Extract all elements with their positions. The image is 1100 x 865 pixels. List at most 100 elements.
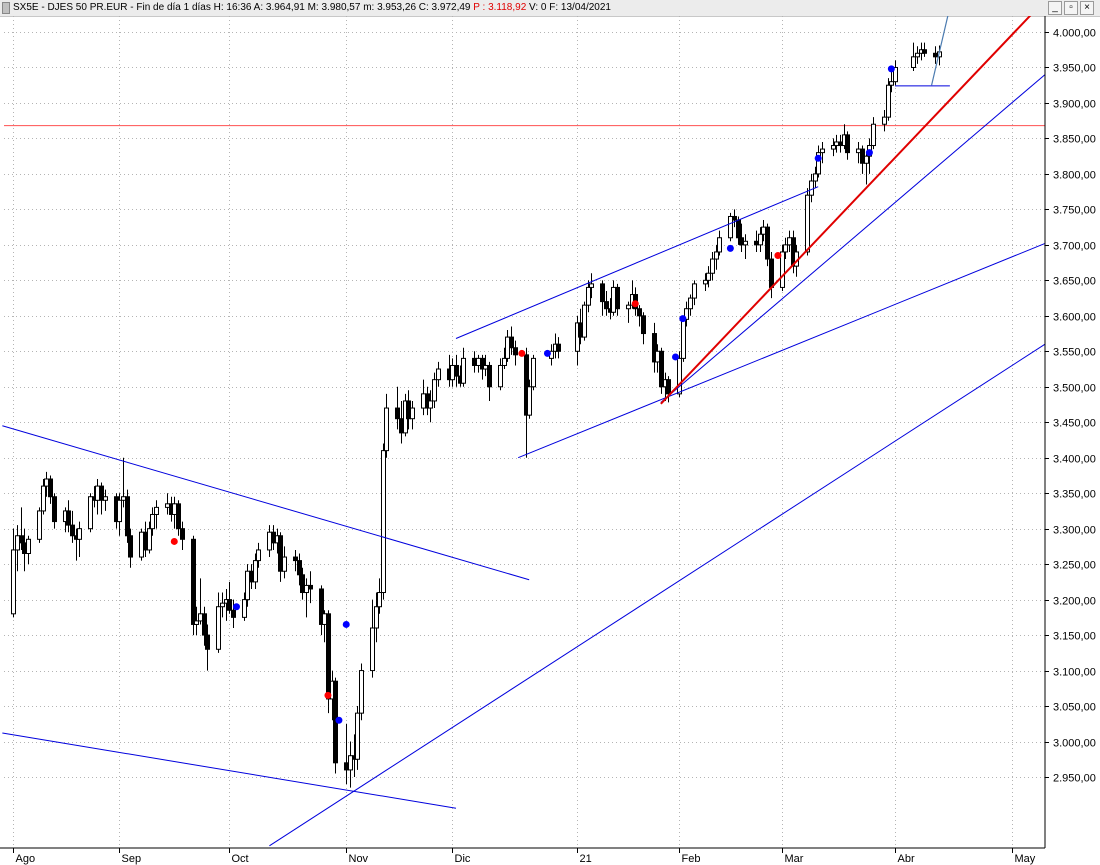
candle-down <box>754 240 759 246</box>
close-button[interactable]: × <box>1080 1 1094 15</box>
candle-up <box>856 148 861 154</box>
candle-down <box>604 301 609 310</box>
buy-signal-dot <box>814 154 822 162</box>
candle-down <box>231 609 236 618</box>
minimize-button[interactable]: _ <box>1048 1 1062 15</box>
y-tick-label: 3.700,00 <box>1053 241 1096 253</box>
candle-up <box>77 528 82 540</box>
candle-up <box>758 233 763 246</box>
candle-up <box>410 407 415 420</box>
candle-down <box>659 350 664 388</box>
candle-up <box>681 318 686 359</box>
candle-down <box>480 357 485 370</box>
y-tick-label: 3.400,00 <box>1053 454 1096 466</box>
candle-up <box>915 52 920 58</box>
candle-up <box>787 237 792 246</box>
sell-signal-dot <box>324 691 332 699</box>
window-tab-marker[interactable] <box>2 2 10 14</box>
candle-up <box>505 336 510 359</box>
candle-up <box>381 450 386 594</box>
buy-signal-dot <box>679 315 687 323</box>
candle-up <box>611 286 616 313</box>
candle-down <box>556 343 561 352</box>
candle-down <box>524 354 529 416</box>
candle-up <box>783 244 788 253</box>
candle-up <box>688 297 693 310</box>
candle-up <box>589 283 594 288</box>
y-tick-label: 3.750,00 <box>1053 205 1096 217</box>
candle-up <box>267 531 272 551</box>
candle-down <box>48 478 53 498</box>
candle-up <box>476 357 481 366</box>
buy-signal-dot <box>865 149 873 157</box>
candle-up <box>117 499 122 523</box>
candle-up <box>370 627 375 672</box>
candle-up <box>498 364 503 388</box>
candle-up <box>531 357 536 388</box>
candle-up <box>322 613 327 625</box>
candle-down <box>739 237 744 246</box>
candle-up <box>88 496 93 530</box>
candle-up <box>139 531 144 558</box>
candle-down <box>70 524 75 537</box>
info-highlight: P : 3.118,92 <box>473 2 527 13</box>
y-tick-label: 3.150,00 <box>1053 631 1096 643</box>
buy-signal-dot <box>335 716 343 724</box>
candle-up <box>121 496 126 501</box>
candle-down <box>293 556 298 562</box>
candle-up <box>450 364 455 381</box>
candle-down <box>637 308 642 317</box>
sell-signal-dot <box>774 252 782 259</box>
buy-signal-dot <box>232 603 240 611</box>
candle-down <box>319 588 324 625</box>
window-controls: _ ▫ × <box>1048 1 1094 15</box>
candle-up <box>893 66 898 83</box>
y-tick-label: 4.000,00 <box>1053 28 1096 40</box>
y-tick-label: 3.550,00 <box>1053 347 1096 359</box>
candle-down <box>472 357 477 366</box>
candle-up <box>582 304 587 338</box>
candle-down <box>202 613 207 636</box>
candle-up <box>717 237 722 253</box>
candle-down <box>922 49 927 54</box>
candle-down <box>399 418 404 434</box>
y-tick-label: 3.500,00 <box>1053 383 1096 395</box>
candle-up <box>816 152 821 175</box>
buy-signal-dot <box>543 349 551 357</box>
x-axis: Ago Sep Oct Nov Dic 21 Feb Mar Abr May <box>0 847 1045 865</box>
candle-up <box>911 56 916 68</box>
y-tick-label: 3.250,00 <box>1053 560 1096 572</box>
grid-layer <box>4 16 1045 848</box>
chart-title-bar: SX5E - DJES 50 PR.EUR - Fin de día 1 día… <box>0 0 1100 17</box>
candle-up <box>11 549 16 615</box>
blue-trend-line <box>2 425 530 581</box>
candle-up <box>809 180 814 196</box>
blue-trend-line <box>455 186 819 339</box>
y-tick-label: 3.950,00 <box>1053 63 1096 75</box>
blue-trend-line <box>2 732 457 809</box>
candle-down <box>143 531 148 551</box>
buy-signal-dot <box>726 244 734 252</box>
y-tick-label: 3.650,00 <box>1053 276 1096 288</box>
candle-up <box>172 503 177 515</box>
y-tick-label: 3.000,00 <box>1053 738 1096 750</box>
red-support-line <box>660 16 1032 405</box>
candle-down <box>487 364 492 388</box>
candle-up <box>198 613 203 622</box>
restore-button[interactable]: ▫ <box>1064 1 1078 15</box>
candle-down <box>22 542 27 554</box>
candle-down <box>454 364 459 377</box>
candle-up <box>703 279 708 285</box>
candle-down <box>278 535 283 572</box>
candle-up <box>256 549 261 562</box>
candle-down <box>205 634 210 650</box>
candle-down <box>297 560 302 576</box>
candle-down <box>838 141 843 147</box>
y-tick-label: 3.050,00 <box>1053 702 1096 714</box>
candle-up <box>253 560 258 583</box>
candle-up <box>882 116 887 125</box>
candle-up <box>384 407 389 452</box>
y-tick-label: 3.600,00 <box>1053 312 1096 324</box>
candle-down <box>666 379 671 395</box>
y-axis: 4.000,00 3.950,00 3.900,00 3.850,00 3.800,00… <box>1044 16 1096 848</box>
